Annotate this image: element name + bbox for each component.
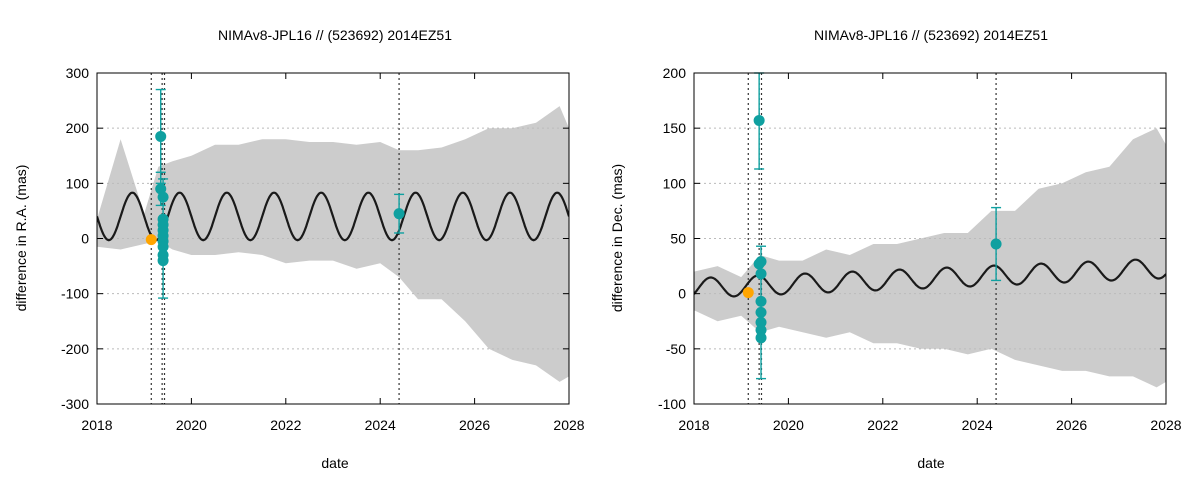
x-tick-label: 2024 [365, 417, 396, 433]
y-tick-label: 200 [66, 120, 90, 136]
y-tick-label: -300 [61, 396, 89, 412]
reference-point [145, 234, 157, 246]
ra-x-axis-label: date [321, 455, 348, 471]
dec-plot-area: 200 150 100 50 0 -50 -100 2018 2020 2022 2024 2026 2… [658, 65, 1182, 433]
ra-y-axis-label: difference in R.A. (mas) [13, 165, 29, 312]
observation-point [755, 306, 767, 318]
observation-point [753, 114, 765, 126]
x-tick-label: 2024 [962, 417, 993, 433]
reference-point [742, 287, 754, 299]
model-curve [694, 258, 1166, 298]
observation-point [155, 183, 167, 195]
observation-point [393, 208, 405, 220]
y-tick-label: -100 [61, 286, 89, 302]
y-tick-label: -100 [658, 396, 686, 412]
y-tick-label: -200 [61, 341, 89, 357]
y-tick-label: 50 [670, 231, 686, 247]
observation-point [755, 295, 767, 307]
x-tick-label: 2028 [553, 417, 584, 433]
observation-point [157, 255, 169, 267]
y-tick-label: 200 [663, 65, 687, 81]
y-tick-label: -50 [666, 341, 686, 357]
ra-chart-title: NIMAv8-JPL16 // (523692) 2014EZ51 [218, 27, 452, 43]
dec-x-axis-label: date [917, 455, 944, 471]
dec-y-axis-label: difference in Dec. (mas) [609, 164, 625, 312]
x-tick-label: 2026 [1056, 417, 1087, 433]
y-tick-label: 0 [678, 286, 686, 302]
y-tick-label: 300 [66, 65, 90, 81]
y-tick-label: 150 [663, 120, 687, 136]
observation-point [155, 130, 167, 142]
x-tick-label: 2028 [1150, 417, 1181, 433]
y-tick-label: 100 [66, 175, 90, 191]
observation-point [990, 238, 1002, 250]
observation-point [755, 324, 767, 336]
observation-point [755, 256, 767, 268]
x-tick-label: 2022 [270, 417, 301, 433]
x-tick-label: 2018 [81, 417, 112, 433]
observation-point [755, 332, 767, 344]
ra-plot-area: 300 200 100 0 -100 -200 -300 2018 2020 2022 2024 20… [61, 65, 585, 433]
ra-chart-panel: NIMAv8-JPL16 // (523692) 2014EZ51 300 200… [13, 27, 585, 471]
observation-point [755, 268, 767, 280]
observation-point [157, 191, 169, 203]
y-tick-label: 0 [81, 231, 89, 247]
dec-chart-title: NIMAv8-JPL16 // (523692) 2014EZ51 [814, 27, 1048, 43]
dec-chart-panel: NIMAv8-JPL16 // (523692) 2014EZ51 200 150… [609, 27, 1182, 471]
observation-point [755, 316, 767, 328]
x-tick-label: 2026 [459, 417, 490, 433]
x-tick-label: 2020 [773, 417, 804, 433]
x-tick-label: 2020 [176, 417, 207, 433]
uncertainty-band [97, 106, 569, 382]
observation-point [157, 241, 169, 253]
x-tick-label: 2018 [678, 417, 709, 433]
model-curve [97, 191, 569, 242]
uncertainty-band [694, 128, 1166, 388]
y-tick-label: 100 [663, 175, 687, 191]
x-tick-label: 2022 [867, 417, 898, 433]
